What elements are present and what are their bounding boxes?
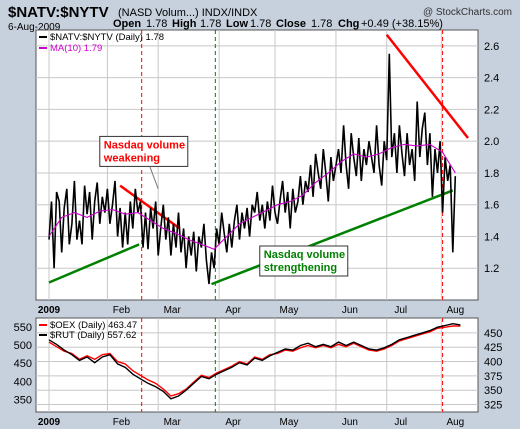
lower-right-tick-label: 450 [484, 328, 502, 340]
lower-left-tick-label: 550 [14, 322, 32, 334]
close-label: Close [276, 18, 306, 30]
low-label: Low [226, 18, 248, 30]
lower-x-tick-label: May [280, 417, 299, 428]
legend-label: $NATV:$NYTV (Daily) 1.78 [50, 32, 164, 43]
lower-right-tick-label: 325 [484, 400, 502, 412]
trendline [48, 243, 140, 284]
trendline [385, 33, 469, 139]
open-value: 1.78 [146, 18, 167, 30]
chg-label: Chg [338, 18, 359, 30]
chart-subtitle: (NASD Volum...) INDX/INDX [118, 7, 258, 19]
lower-right-tick-label: 375 [484, 371, 502, 383]
lower-left-tick-label: 350 [14, 394, 32, 406]
high-label: High [172, 18, 197, 30]
lower-right-tick-label: 400 [484, 357, 502, 369]
lower-x-tick-label: 2009 [38, 417, 61, 428]
main-x-tick-label: May [280, 305, 299, 316]
main-y-tick-label: 2.6 [484, 41, 499, 53]
lower-left-tick-label: 400 [14, 376, 32, 388]
main-x-tick-label: Feb [113, 305, 131, 316]
trendline [119, 184, 181, 230]
lower-series-line [48, 325, 461, 397]
lower-legend-label: $OEX (Daily) 463.47 [50, 320, 137, 331]
main-x-tick-label: Mar [164, 305, 182, 316]
main-y-tick-label: 1.8 [484, 168, 499, 180]
trendline [211, 189, 454, 286]
annotation-text: weakening [103, 152, 160, 164]
open-label: Open [113, 18, 141, 30]
watermark: @ StockCharts.com [423, 7, 512, 18]
main-y-tick-label: 2.0 [484, 136, 499, 148]
main-x-tick-label: Aug [446, 305, 464, 316]
series-line [48, 53, 457, 285]
lower-x-tick-label: Mar [164, 417, 182, 428]
annotation-box [99, 135, 189, 167]
legend-label: MA(10) 1.79 [50, 43, 102, 54]
lower-series-line [48, 322, 461, 400]
quote-line: Open 1.78 High 1.78 Low 1.78 Close 1.78 … [113, 18, 443, 30]
main-y-tick-label: 2.2 [484, 104, 499, 116]
high-value: 1.78 [200, 18, 221, 30]
lower-legend-label: $RUT (Daily) 557.62 [50, 330, 136, 341]
lower-x-tick-label: Jun [342, 417, 358, 428]
lower-x-tick-label: Apr [225, 417, 241, 428]
annotation-text: Nasdaq volume [104, 139, 185, 151]
annotation-text: strengthening [264, 262, 337, 274]
series-line [48, 143, 456, 250]
main-y-tick-label: 1.2 [484, 263, 499, 275]
chart-title: $NATV:$NYTV [8, 4, 109, 21]
low-value: 1.78 [250, 18, 271, 30]
main-x-tick-label: Apr [225, 305, 241, 316]
main-y-tick-label: 1.6 [484, 200, 499, 212]
lower-x-tick-label: Feb [113, 417, 131, 428]
lower-x-tick-label: Jul [394, 417, 407, 428]
chart-date: 6-Aug-2009 [8, 22, 61, 33]
close-value: 1.78 [311, 18, 332, 30]
main-x-tick-label: 2009 [38, 305, 61, 316]
lower-right-tick-label: 350 [484, 385, 502, 397]
lower-panel [35, 317, 479, 413]
lower-right-tick-label: 425 [484, 342, 502, 354]
lower-x-tick-label: Aug [446, 417, 464, 428]
main-x-tick-label: Jul [394, 305, 407, 316]
main-y-tick-label: 1.4 [484, 231, 499, 243]
annotation-text: Nasdaq volume [264, 249, 345, 261]
lower-left-tick-label: 500 [14, 340, 32, 352]
lower-left-tick-label: 450 [14, 358, 32, 370]
main-x-tick-label: Jun [342, 305, 358, 316]
annotation-box [259, 245, 349, 277]
chg-value: +0.49 (+38.15%) [361, 18, 443, 30]
main-y-tick-label: 2.4 [484, 73, 499, 85]
annotation-arrow [149, 166, 159, 189]
